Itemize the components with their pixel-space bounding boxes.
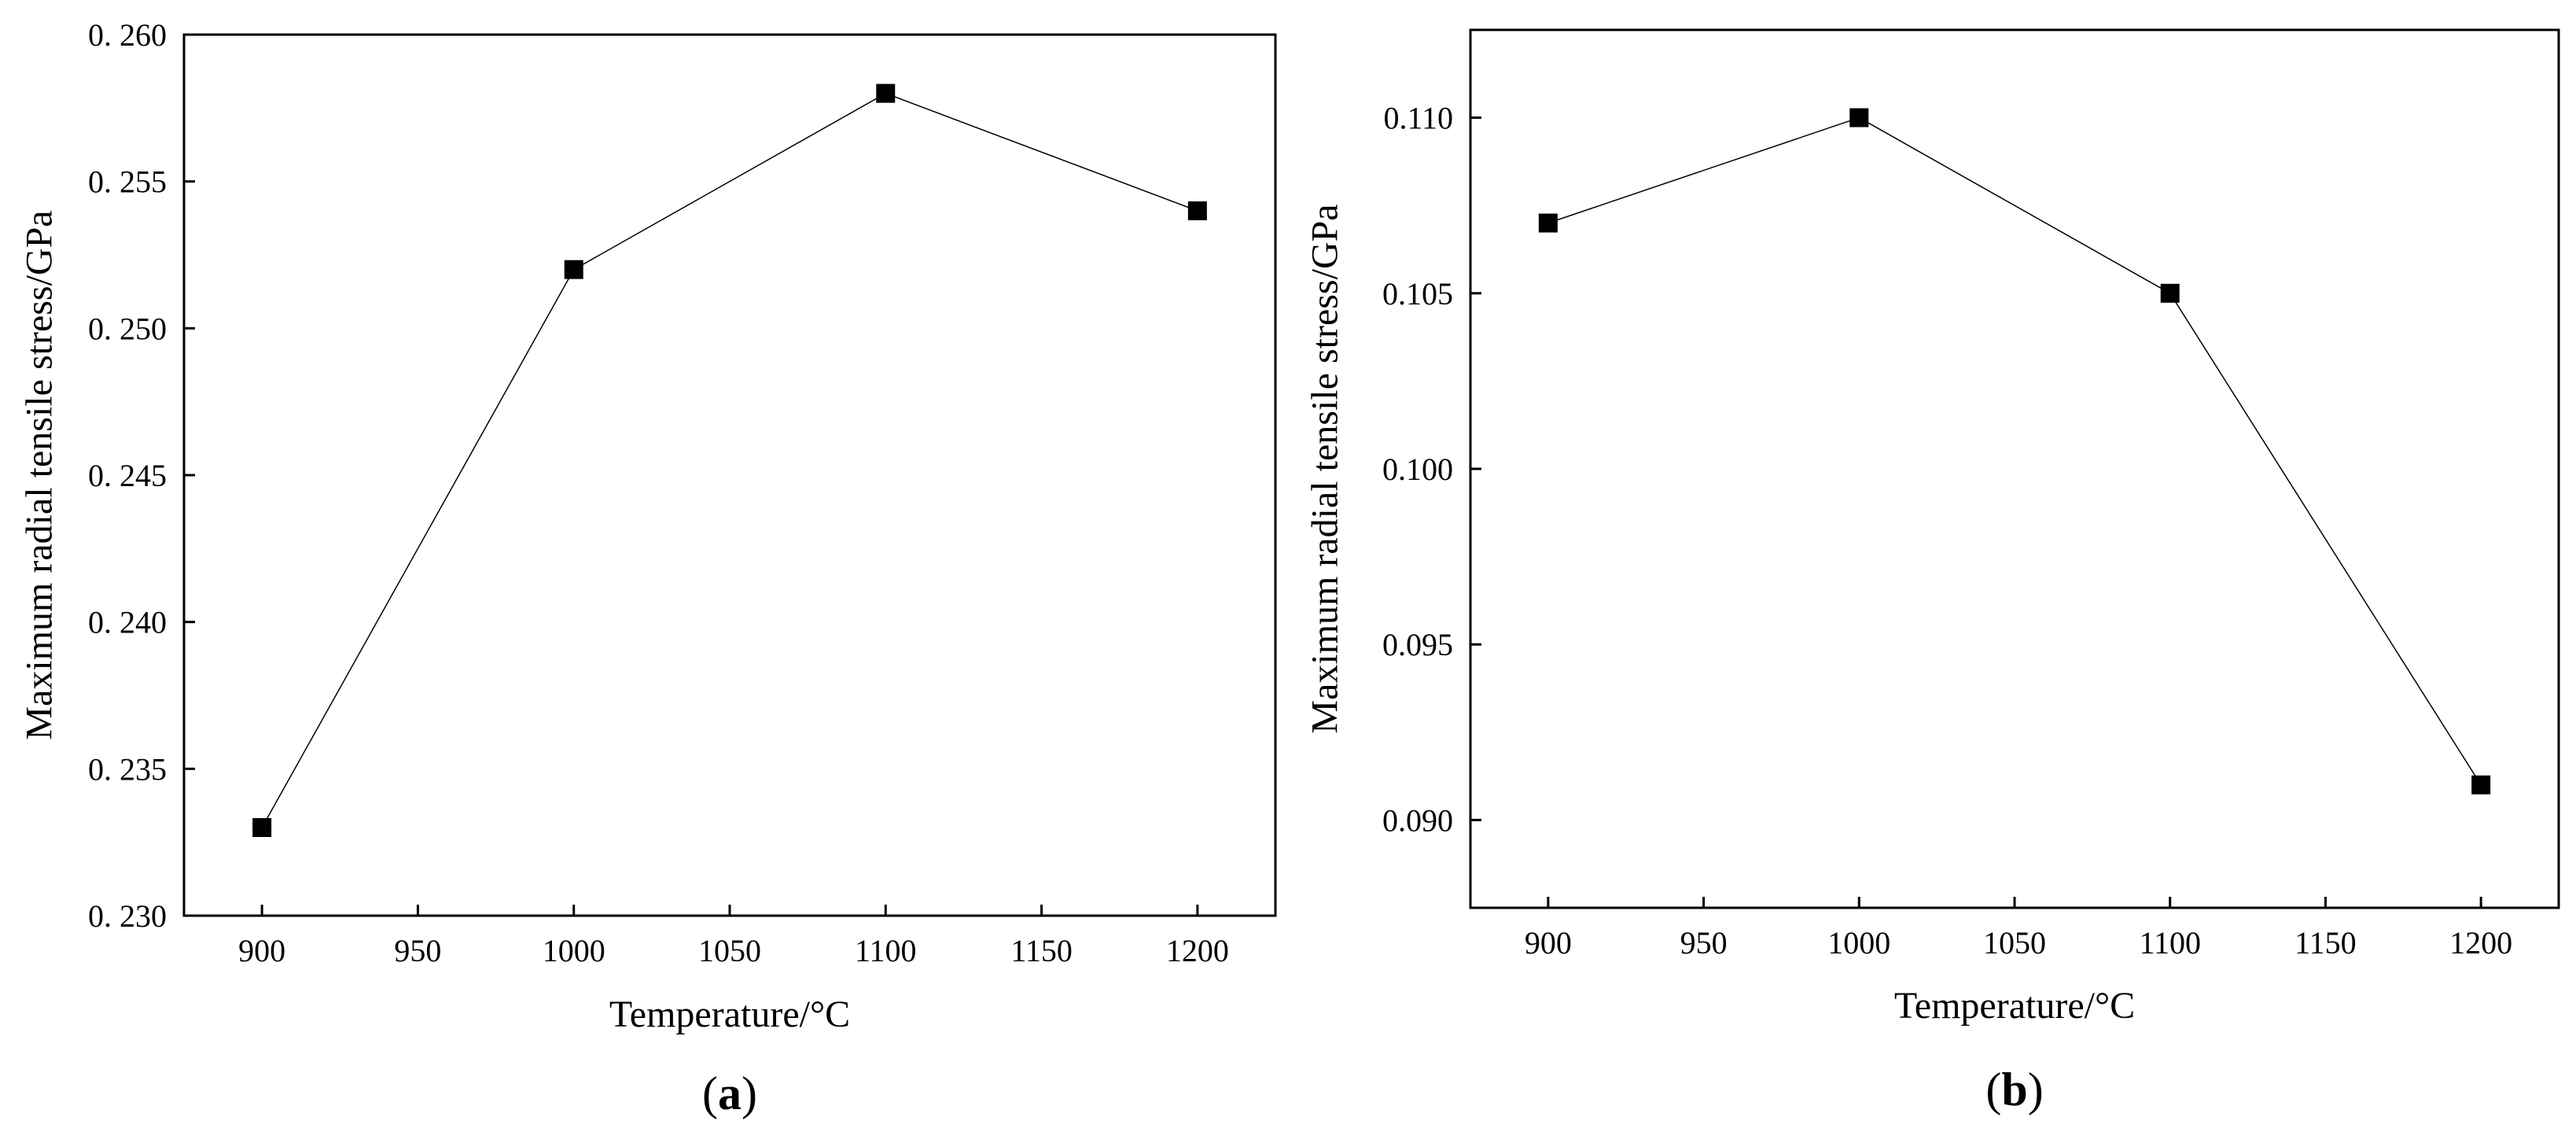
chart-panel-b: 900 950 1000 1050 1100 1150 1200 0.090 0.095 0.10… <box>1305 28 2560 1115</box>
x-tick-label: 1100 <box>2139 925 2201 961</box>
data-point-marker <box>1187 201 1207 220</box>
y-tick-label: 0.090 <box>1382 802 1453 838</box>
plot-frame <box>1469 28 2560 909</box>
data-point-marker <box>564 260 583 279</box>
x-tick-label: 900 <box>238 933 285 968</box>
data-point-marker <box>876 83 896 103</box>
panel-label: (a) <box>702 1067 757 1119</box>
y-tick-label: 0. 255 <box>88 164 167 200</box>
data-point-marker <box>252 818 272 837</box>
y-tick-label: 0.110 <box>1383 101 1453 136</box>
x-tick-label: 1150 <box>2294 925 2357 961</box>
y-tick-label: 0.100 <box>1382 452 1453 487</box>
y-tick-label: 0. 230 <box>88 898 167 934</box>
y-axis-title: Maximum radial tensile stress/GPa <box>19 210 61 739</box>
y-tick-label: 0. 245 <box>88 458 167 493</box>
y-axis-title: Maximum radial tensile stress/GPa <box>1305 204 1346 733</box>
series-line <box>1547 116 2482 786</box>
x-axis-title: Temperature/°C <box>1894 985 2135 1027</box>
x-tick-label: 1000 <box>1827 925 1890 961</box>
y-tick-label: 0.095 <box>1382 627 1453 662</box>
x-tick-label: 1200 <box>1166 933 1229 968</box>
data-point-marker <box>1538 213 1558 233</box>
y-tick-label: 0.105 <box>1382 276 1453 312</box>
data-point-marker <box>2160 283 2180 303</box>
plot-frame <box>182 33 1277 917</box>
x-tick-label: 1050 <box>698 933 761 968</box>
panel-label: (b) <box>1985 1064 2043 1115</box>
x-tick-label: 950 <box>1680 925 1728 961</box>
y-tick-label: 0. 250 <box>88 311 167 346</box>
data-point-marker <box>1849 108 1869 127</box>
series-line <box>261 92 1198 828</box>
y-tick-label: 0. 240 <box>88 605 167 640</box>
y-tick-label: 0. 235 <box>88 751 167 787</box>
x-tick-label: 1050 <box>1983 925 2046 961</box>
x-axis-title: Temperature/°C <box>609 994 850 1035</box>
x-tick-label: 1100 <box>855 933 917 968</box>
x-tick-label: 1200 <box>2449 925 2512 961</box>
x-tick-label: 900 <box>1525 925 1572 961</box>
chart-panel-a: 900 950 1000 1050 1100 1150 1200 0. 230 0. 235 0.… <box>19 17 1277 1119</box>
y-tick-label: 0. 260 <box>88 17 167 53</box>
data-point-marker <box>2471 775 2491 795</box>
x-tick-label: 950 <box>394 933 441 968</box>
x-tick-label: 1000 <box>543 933 605 968</box>
x-tick-label: 1150 <box>1010 933 1073 968</box>
